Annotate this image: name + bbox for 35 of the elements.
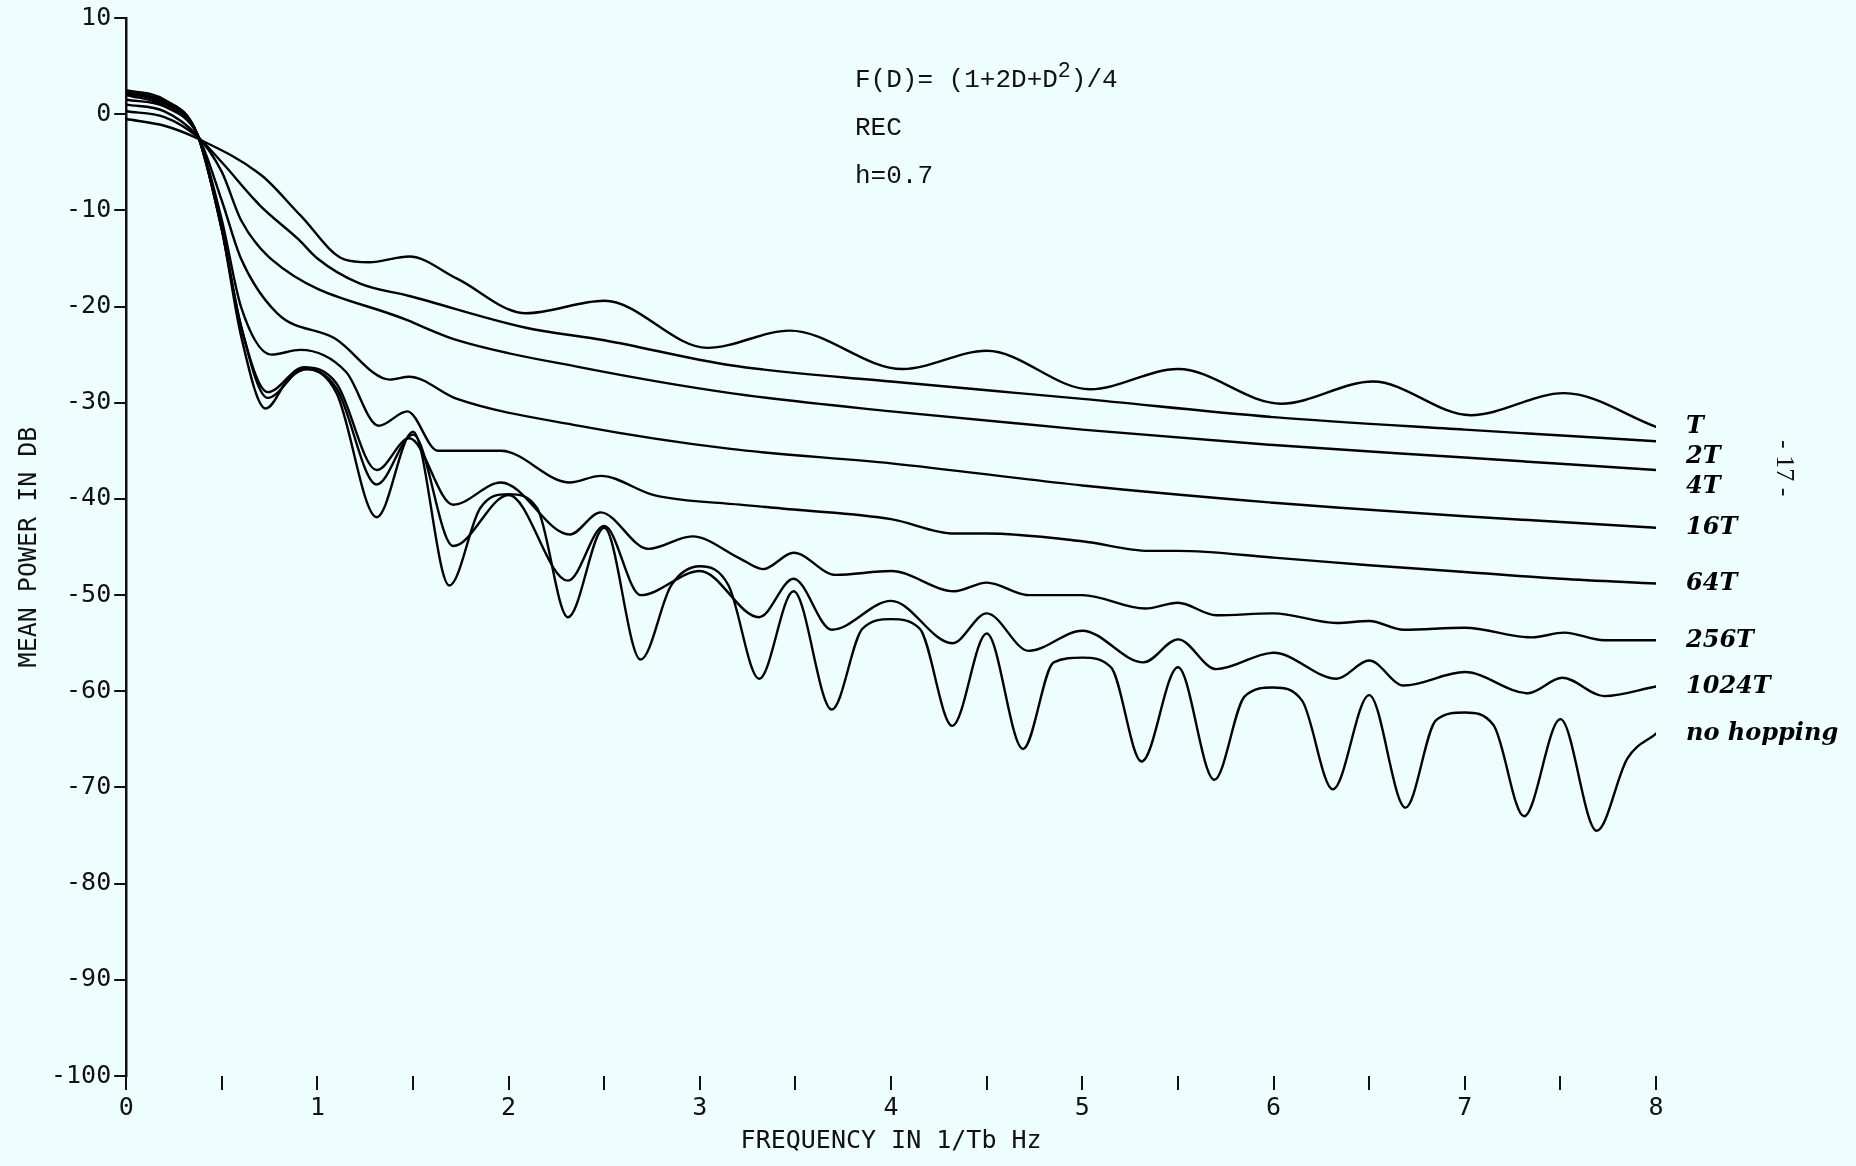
y-tick-label: 10 [81,1,112,31]
y-axis-title: MEAN POWER IN DB [12,426,42,668]
x-tick-label: 3 [692,1091,708,1121]
x-tick-label: 2 [501,1091,517,1121]
series-label: 64T [1686,566,1740,596]
x-tick-label: 1 [309,1091,325,1121]
y-tick-label: -100 [50,1059,112,1089]
y-tick-label: -40 [66,482,112,512]
y-tick-label: -70 [66,770,112,800]
y-tick-label: -20 [66,290,112,320]
annotation: F(D)= (1+2D+D$^{2}$)/4 [855,58,1118,97]
series-label: no hopping [1686,716,1839,746]
text: - 17 - [1770,440,1800,497]
series-label: 4T [1686,470,1723,500]
x-tick-label: 6 [1266,1091,1282,1121]
x-tick-label: 5 [1074,1091,1090,1121]
y-tick-label: -50 [66,578,112,608]
series-label: 256T [1685,623,1757,653]
annotation: h=0.7 [855,159,934,193]
y-tick-label: -30 [66,386,112,416]
y-tick-label: -90 [66,963,112,993]
series-label: 16T [1686,511,1740,540]
x-tick-label: 4 [883,1091,899,1121]
series-label: 2T [1685,440,1723,470]
series-label: 1024T [1686,669,1773,699]
y-tick-label: -10 [66,193,112,223]
x-tick-label: 0 [118,1091,134,1121]
series-label: T [1686,410,1706,440]
y-tick-label: 0 [96,97,112,127]
x-tick-label: 7 [1457,1091,1473,1121]
x-tick-label: 8 [1648,1091,1664,1121]
x-axis-title: FREQUENCY IN 1/Tb Hz [740,1124,1042,1154]
annotation: REC [855,111,903,145]
y-tick-label: -60 [66,674,112,704]
y-tick-label: -80 [66,867,112,897]
